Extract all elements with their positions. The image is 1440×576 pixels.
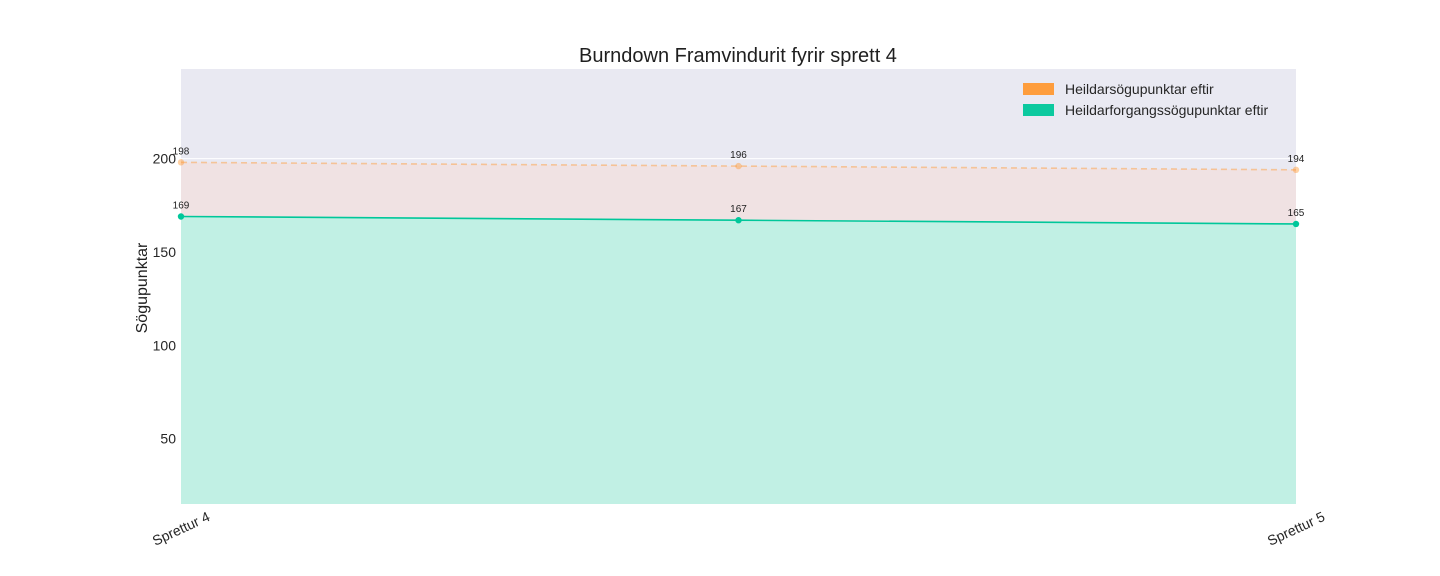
y-axis-label: Sögupunktar [134,242,151,333]
data-point [178,159,184,165]
legend-label: Heildarforgangssögupunktar eftir [1065,102,1268,118]
y-tick-label: 150 [153,244,177,260]
x-tick-label: Sprettur 5 [1265,508,1328,549]
legend-label: Heildarsögupunktar eftir [1065,81,1214,97]
y-axis-ticks: 50 100 150 200 [153,151,177,447]
data-label: 165 [1288,208,1305,219]
x-axis-ticks: Sprettur 4 Sprettur 5 [150,508,1328,549]
data-point [735,163,741,169]
data-point [178,213,184,219]
data-label: 169 [173,200,190,211]
data-label: 167 [730,204,747,215]
data-label: 196 [730,150,747,161]
area-fill-priority [181,216,1296,504]
data-label: 194 [1288,154,1305,165]
data-point [1293,167,1299,173]
data-point [735,217,741,223]
y-tick-label: 100 [153,337,177,353]
y-tick-label: 50 [160,431,176,447]
y-tick-label: 200 [153,151,177,167]
legend-swatch [1023,83,1054,95]
chart-title: Burndown Framvindurit fyrir sprett 4 [579,45,897,67]
x-tick-label: Sprettur 4 [150,508,213,549]
legend-swatch [1023,104,1054,116]
data-point [1293,221,1299,227]
